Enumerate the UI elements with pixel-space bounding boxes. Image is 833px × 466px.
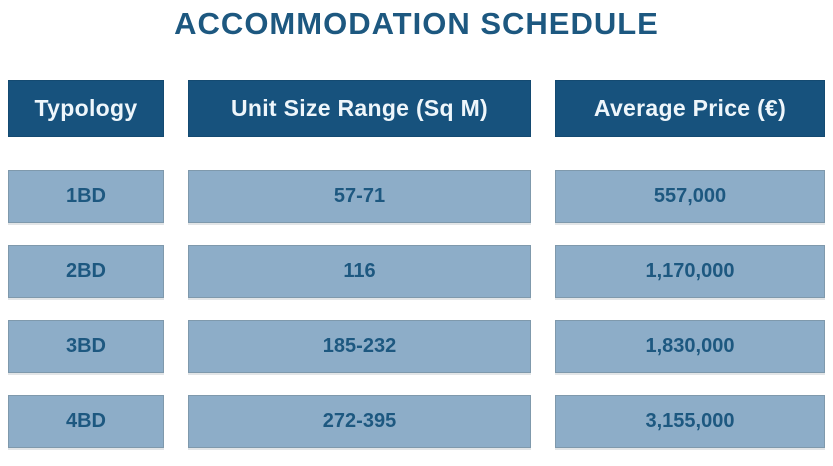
cell-average-price: 3,155,000 (555, 395, 825, 448)
cell-typology: 4BD (8, 395, 164, 448)
cell-unit-size-range: 116 (188, 245, 531, 298)
column-header-unit-size-range: Unit Size Range (Sq M) (188, 80, 531, 137)
accommodation-table: Typology Unit Size Range (Sq M) Average … (8, 80, 825, 448)
cell-unit-size-range: 272-395 (188, 395, 531, 448)
page-title: ACCOMMODATION SCHEDULE (174, 6, 659, 41)
cell-typology: 3BD (8, 320, 164, 373)
cell-typology: 1BD (8, 170, 164, 223)
cell-average-price: 1,170,000 (555, 245, 825, 298)
column-header-typology: Typology (8, 80, 164, 137)
column-header-average-price: Average Price (€) (555, 80, 825, 137)
cell-unit-size-range: 185-232 (188, 320, 531, 373)
cell-typology: 2BD (8, 245, 164, 298)
cell-unit-size-range: 57-71 (188, 170, 531, 223)
cell-average-price: 557,000 (555, 170, 825, 223)
cell-average-price: 1,830,000 (555, 320, 825, 373)
